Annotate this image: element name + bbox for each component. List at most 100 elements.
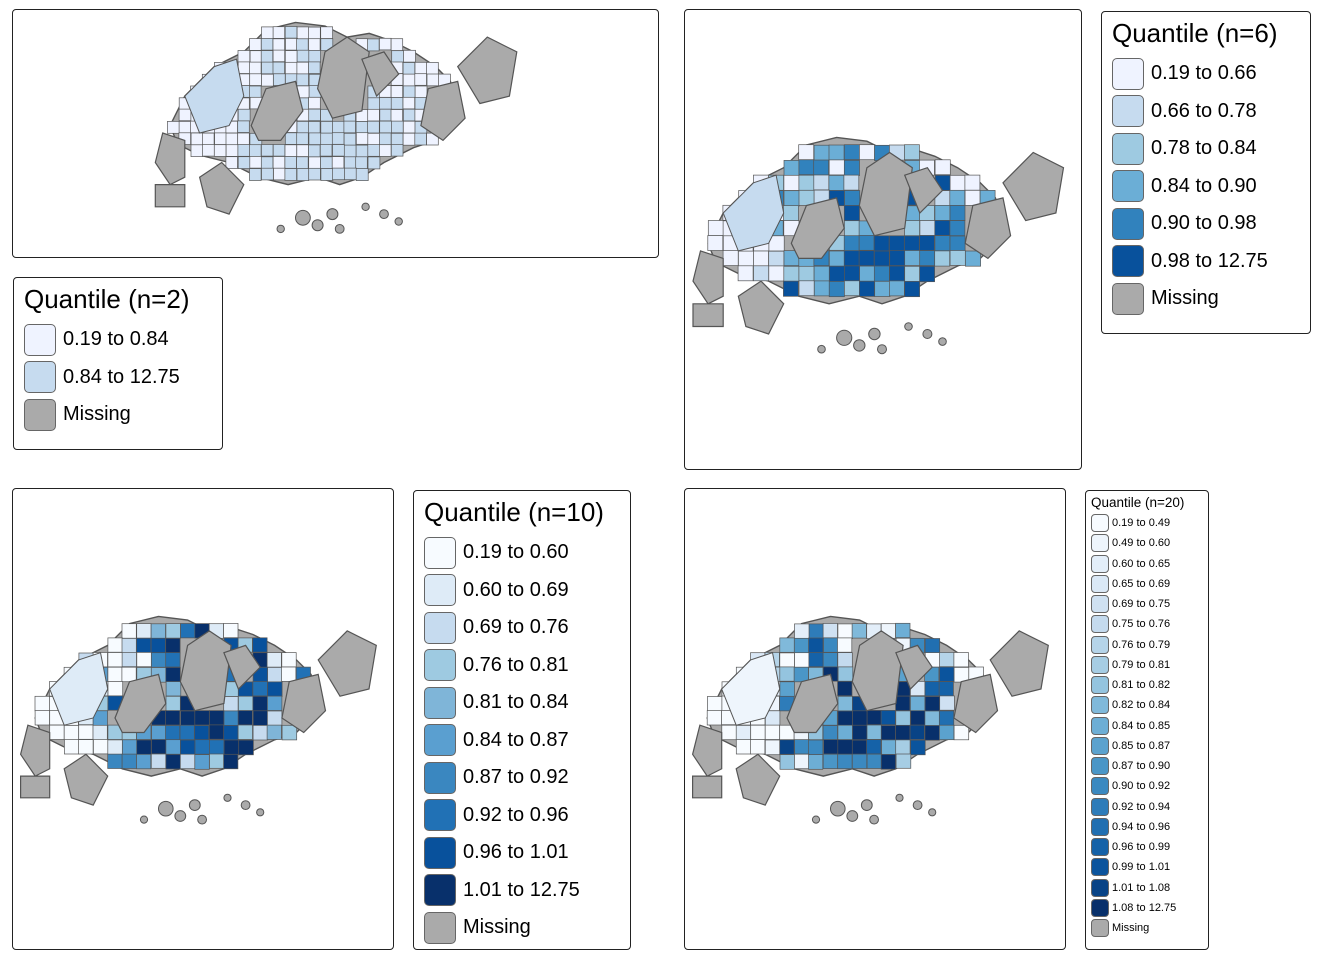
subzone xyxy=(873,250,890,267)
legend-item: 0.85 to 0.87 xyxy=(1091,736,1202,756)
subzone xyxy=(949,205,966,221)
missing-area xyxy=(223,644,261,691)
subzone xyxy=(252,681,268,697)
legend-label: 0.92 to 0.96 xyxy=(463,803,569,826)
offshore-island xyxy=(188,799,201,812)
subzone xyxy=(167,121,180,134)
subzone xyxy=(190,144,204,157)
subzone xyxy=(225,156,238,169)
subzone xyxy=(779,637,795,653)
legend-item-missing: Missing xyxy=(1112,280,1302,318)
subzone xyxy=(355,121,369,134)
subzone xyxy=(107,666,123,683)
legend-item: 0.79 to 0.81 xyxy=(1091,655,1202,675)
subzone xyxy=(238,695,254,712)
subzone xyxy=(793,666,809,683)
subzone xyxy=(844,265,861,282)
subzone xyxy=(794,739,810,755)
subzone xyxy=(934,235,951,252)
subzone xyxy=(895,710,911,726)
subzone xyxy=(151,652,167,668)
subzone xyxy=(320,132,333,146)
missing-area xyxy=(964,197,1012,260)
subzone xyxy=(136,753,152,770)
subzone xyxy=(273,167,286,181)
choropleth-map-quantile-10 xyxy=(19,615,377,825)
subzone xyxy=(223,739,240,756)
offshore-island xyxy=(379,209,389,220)
legend-label: 0.96 to 0.99 xyxy=(1112,841,1171,854)
subzone xyxy=(343,132,357,146)
offshore-island xyxy=(256,808,265,817)
legend-item: 0.69 to 0.75 xyxy=(1091,594,1202,614)
subzone xyxy=(284,144,298,157)
missing-area xyxy=(179,630,232,712)
subzone xyxy=(904,144,920,161)
subzone xyxy=(252,695,268,712)
subzone xyxy=(190,132,204,146)
legend-item: 0.84 to 0.85 xyxy=(1091,716,1202,736)
legend-label: 0.84 to 12.75 xyxy=(63,365,180,388)
subzone xyxy=(202,144,215,157)
subzone xyxy=(343,120,356,134)
legend-swatch xyxy=(1091,757,1109,776)
missing-areas xyxy=(691,630,1049,825)
subzone xyxy=(355,168,369,181)
legend-swatch xyxy=(1112,207,1144,240)
subzone xyxy=(281,652,297,668)
subzone xyxy=(320,168,334,181)
missing-area xyxy=(691,775,723,799)
subzone xyxy=(904,250,921,266)
offshore-island xyxy=(361,202,370,212)
legend-label: 0.75 to 0.76 xyxy=(1112,618,1171,631)
subzone xyxy=(194,710,210,726)
legend-item: 0.90 to 0.92 xyxy=(1091,776,1202,796)
offshore-island xyxy=(394,217,403,226)
subzone xyxy=(165,652,181,668)
subzone xyxy=(798,189,815,206)
subzone xyxy=(964,174,981,191)
subzone xyxy=(225,132,239,146)
subzone xyxy=(794,652,810,668)
subzone xyxy=(150,623,166,639)
subzone xyxy=(151,739,167,755)
legend-label: 0.82 to 0.84 xyxy=(1112,699,1171,712)
subzone xyxy=(798,159,815,176)
legend-label: 0.19 to 0.66 xyxy=(1151,62,1257,85)
legend-item: 0.82 to 0.84 xyxy=(1091,695,1202,715)
subzone xyxy=(779,754,796,770)
subzone xyxy=(953,724,970,741)
subzone xyxy=(308,144,321,158)
subzone xyxy=(934,205,951,221)
subzone xyxy=(414,85,428,99)
subzone xyxy=(272,144,286,157)
legend-label: Missing xyxy=(63,403,131,426)
choropleth-map-quantile-2 xyxy=(154,21,518,234)
subzone xyxy=(252,710,269,726)
legend-label: 0.66 to 0.78 xyxy=(1151,99,1257,122)
legend-swatch xyxy=(1091,716,1109,735)
legend-label: 0.94 to 0.96 xyxy=(1112,820,1171,833)
legend-label: 0.76 to 0.81 xyxy=(463,653,569,676)
legend-item: 1.08 to 12.75 xyxy=(1091,898,1202,918)
legend-label: 1.01 to 12.75 xyxy=(463,878,580,901)
subzone xyxy=(343,144,357,158)
subzone xyxy=(260,156,274,170)
subzone xyxy=(828,175,845,191)
offshore-island xyxy=(853,339,866,352)
subzone xyxy=(308,61,321,74)
legend-item: 0.65 to 0.69 xyxy=(1091,574,1202,594)
subzone xyxy=(252,637,268,653)
subzone xyxy=(837,666,854,682)
subzone xyxy=(843,205,860,222)
subzone xyxy=(320,26,333,39)
subzone xyxy=(707,696,723,712)
subzone xyxy=(837,724,853,741)
legend-quantile-20: Quantile (n=20) 0.19 to 0.49 0.49 to 0.60… xyxy=(1085,490,1209,950)
subzone xyxy=(934,159,951,176)
subzone xyxy=(390,144,404,157)
subzone xyxy=(706,710,723,726)
subzone xyxy=(272,49,286,63)
subzone xyxy=(165,681,182,697)
legend-swatch xyxy=(1091,534,1109,553)
